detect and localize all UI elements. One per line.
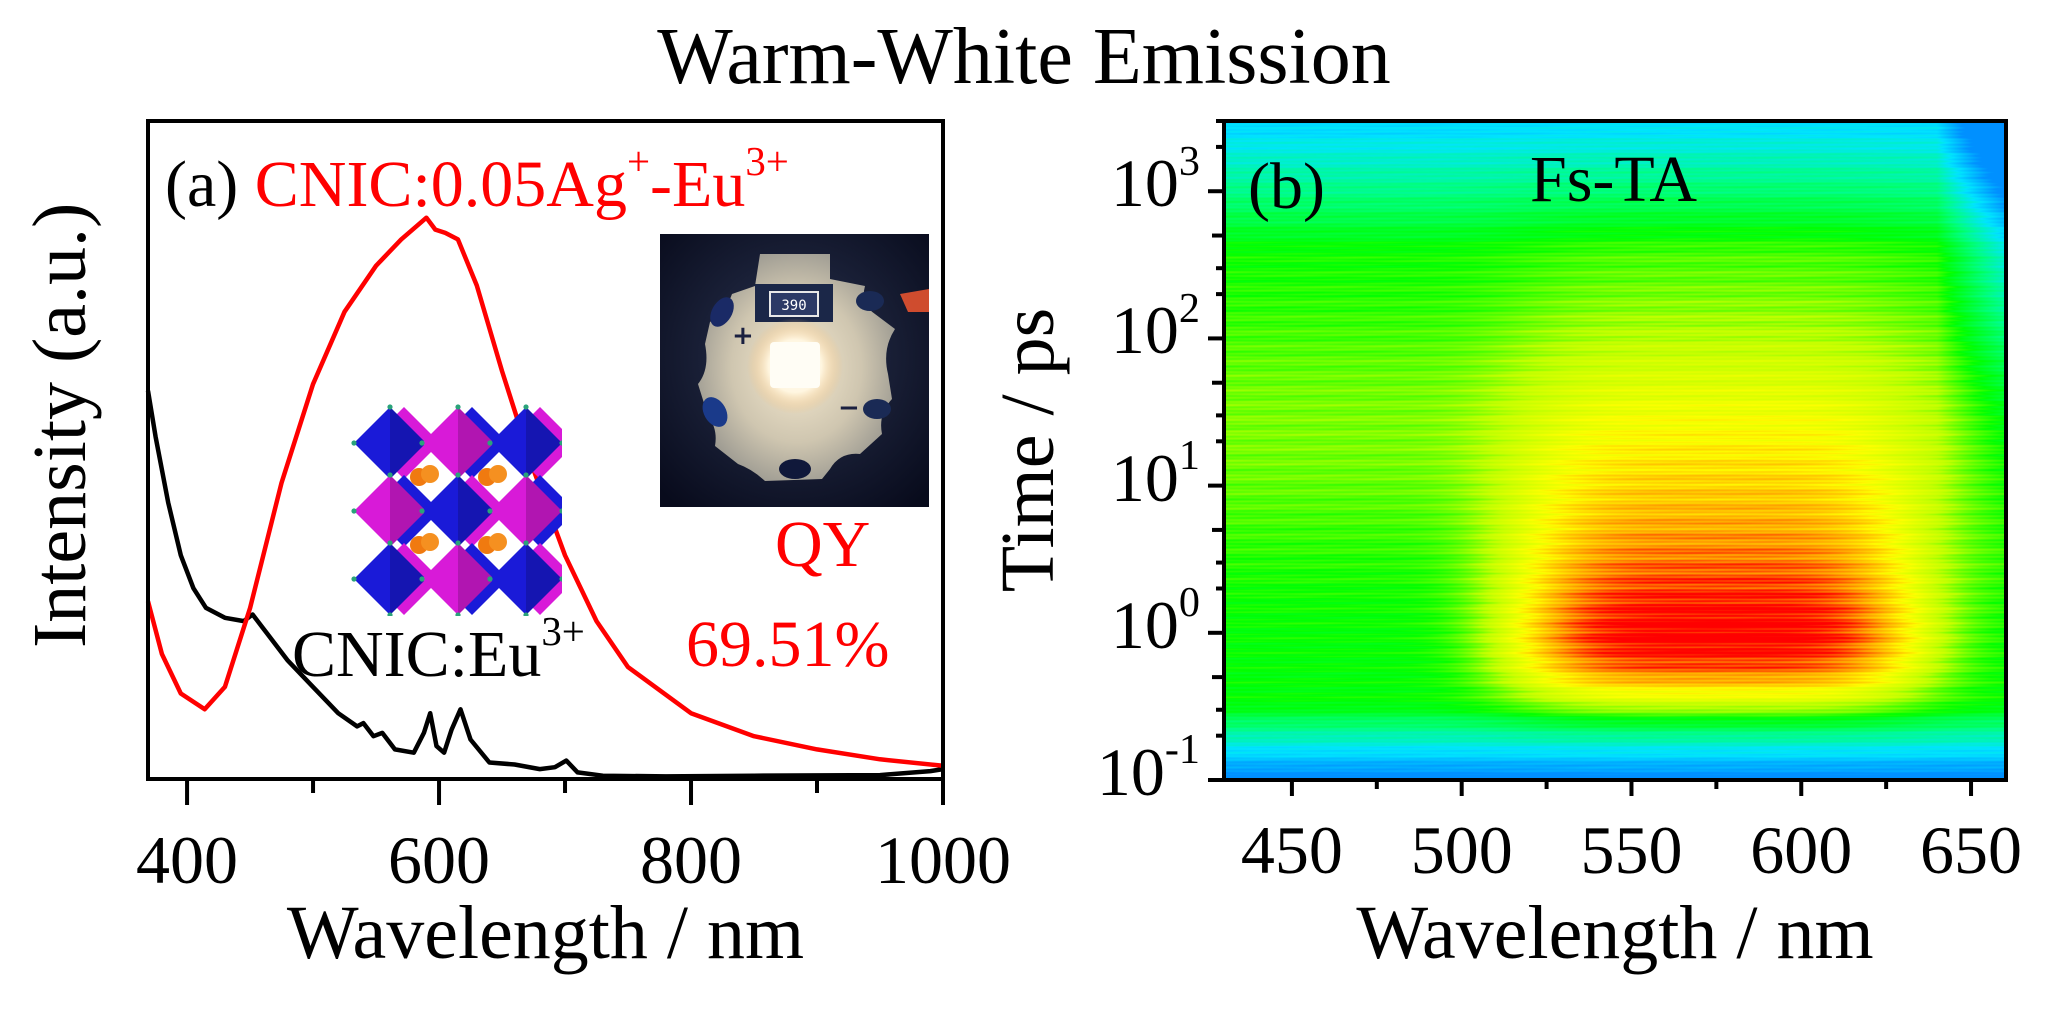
octahedron xyxy=(490,407,562,479)
halide-atom xyxy=(387,612,393,616)
x-tick-label: 550 xyxy=(1580,812,1683,888)
y-tick-base: 10 xyxy=(1110,292,1179,369)
halide-atom xyxy=(523,540,529,546)
halide-atom xyxy=(455,404,461,410)
cation-atom xyxy=(489,533,507,551)
led-chip-glow xyxy=(770,342,820,388)
octahedron xyxy=(422,475,494,547)
panel-b-x-axis-title: Wavelength / nm xyxy=(1356,891,1874,975)
red-series-label-sup1: + xyxy=(626,139,651,185)
svg-text:−: − xyxy=(838,393,860,423)
octahedron xyxy=(490,543,562,615)
cation-atom xyxy=(489,465,507,483)
halide-atom xyxy=(351,576,357,582)
halide-atom xyxy=(387,404,393,410)
series-line-cnic-ag-eu xyxy=(145,215,944,769)
panel-b-axes xyxy=(1208,119,1974,796)
halide-atom xyxy=(455,612,461,616)
y-tick-exponent: 0 xyxy=(1178,579,1200,627)
halide-atom xyxy=(523,612,529,616)
x-tick-label: 800 xyxy=(640,822,743,898)
black-series-label-main: CNIC:Eu xyxy=(292,618,542,691)
y-tick-label: 103 xyxy=(1111,140,1200,217)
halide-atom xyxy=(523,472,529,478)
black-series-label: CNIC:Eu3+ xyxy=(292,611,585,691)
cation-atom xyxy=(421,533,439,551)
qy-value: 69.51% xyxy=(686,608,890,681)
x-tick-label: 600 xyxy=(1750,812,1853,888)
halide-atom xyxy=(351,440,357,446)
octahedron xyxy=(490,475,562,547)
panel-a: Intensity (a.u.) xyxy=(0,0,1011,1009)
x-tick-label: 500 xyxy=(1410,812,1513,888)
halide-atom xyxy=(559,440,562,446)
red-series-label-mid: -Eu xyxy=(650,148,746,221)
y-tick-base: 10 xyxy=(1110,439,1179,516)
halide-atom xyxy=(559,576,562,582)
halide-atom xyxy=(455,472,461,478)
qy-label: QY xyxy=(775,508,871,581)
red-series-label-sup2: 3+ xyxy=(745,139,789,185)
cation-atom xyxy=(421,465,439,483)
black-series-label-sup: 3+ xyxy=(541,609,585,655)
y-tick-label: 10-1 xyxy=(1097,729,1200,806)
y-tick-exponent: 1 xyxy=(1178,432,1200,479)
y-tick-exponent: 3 xyxy=(1178,137,1200,185)
y-tick-label: 100 xyxy=(1111,582,1200,659)
halide-atom xyxy=(419,508,425,514)
y-tick-base: 10 xyxy=(1096,734,1165,810)
halide-atom xyxy=(351,508,357,514)
x-tick-label: 1000 xyxy=(875,822,1011,898)
panel-b-label: (b) xyxy=(1248,150,1325,223)
y-tick-base: 10 xyxy=(1110,145,1179,222)
octahedron xyxy=(422,543,494,615)
crystal-structure-inset xyxy=(351,404,562,616)
panel-a-label: (a) xyxy=(165,148,239,221)
x-tick-label: 450 xyxy=(1240,812,1343,888)
series-line-cnic-eu xyxy=(145,390,944,779)
led-photo-inset: 390 + − xyxy=(660,234,929,507)
halide-atom xyxy=(487,440,493,446)
halide-atom xyxy=(419,576,425,582)
halide-atom xyxy=(487,508,493,514)
octahedron xyxy=(354,407,426,479)
panel-b-frame xyxy=(1222,119,2008,782)
figure-title: Warm-White Emission xyxy=(657,13,1391,101)
octahedron xyxy=(422,407,494,479)
resistor-label: 390 xyxy=(781,298,806,314)
x-tick-label: 600 xyxy=(388,822,491,898)
octahedron xyxy=(354,475,426,547)
red-series-label: CNIC:0.05Ag+-Eu3+ xyxy=(254,141,789,221)
panel-a-plot xyxy=(145,119,945,805)
panel-a-x-axis-title: Wavelength / nm xyxy=(286,891,805,975)
y-tick-base: 10 xyxy=(1110,586,1179,663)
x-tick-label: 400 xyxy=(136,822,239,898)
fs-ta-heatmap xyxy=(1226,123,2004,778)
x-tick-label: 650 xyxy=(1920,812,2023,888)
halide-atom xyxy=(455,540,461,546)
y-tick-label: 101 xyxy=(1111,434,1200,511)
red-series-label-main: CNIC:0.05Ag xyxy=(254,148,627,221)
y-tick-label: 102 xyxy=(1111,287,1200,364)
panel-b-title: Fs-TA xyxy=(1530,143,1698,216)
y-tick-exponent: -1 xyxy=(1164,726,1200,774)
halide-atom xyxy=(387,472,393,478)
halide-atom xyxy=(419,440,425,446)
halide-atom xyxy=(487,576,493,582)
octahedron xyxy=(354,543,426,615)
svg-text:+: + xyxy=(732,321,754,351)
y-tick-exponent: 2 xyxy=(1178,284,1200,332)
halide-atom xyxy=(523,404,529,410)
panel-a-frame xyxy=(146,119,945,781)
panel-a-label-row: (a) CNIC:0.05Ag+-Eu3+ xyxy=(165,141,789,221)
halide-atom xyxy=(387,540,393,546)
halide-atom xyxy=(559,508,562,514)
